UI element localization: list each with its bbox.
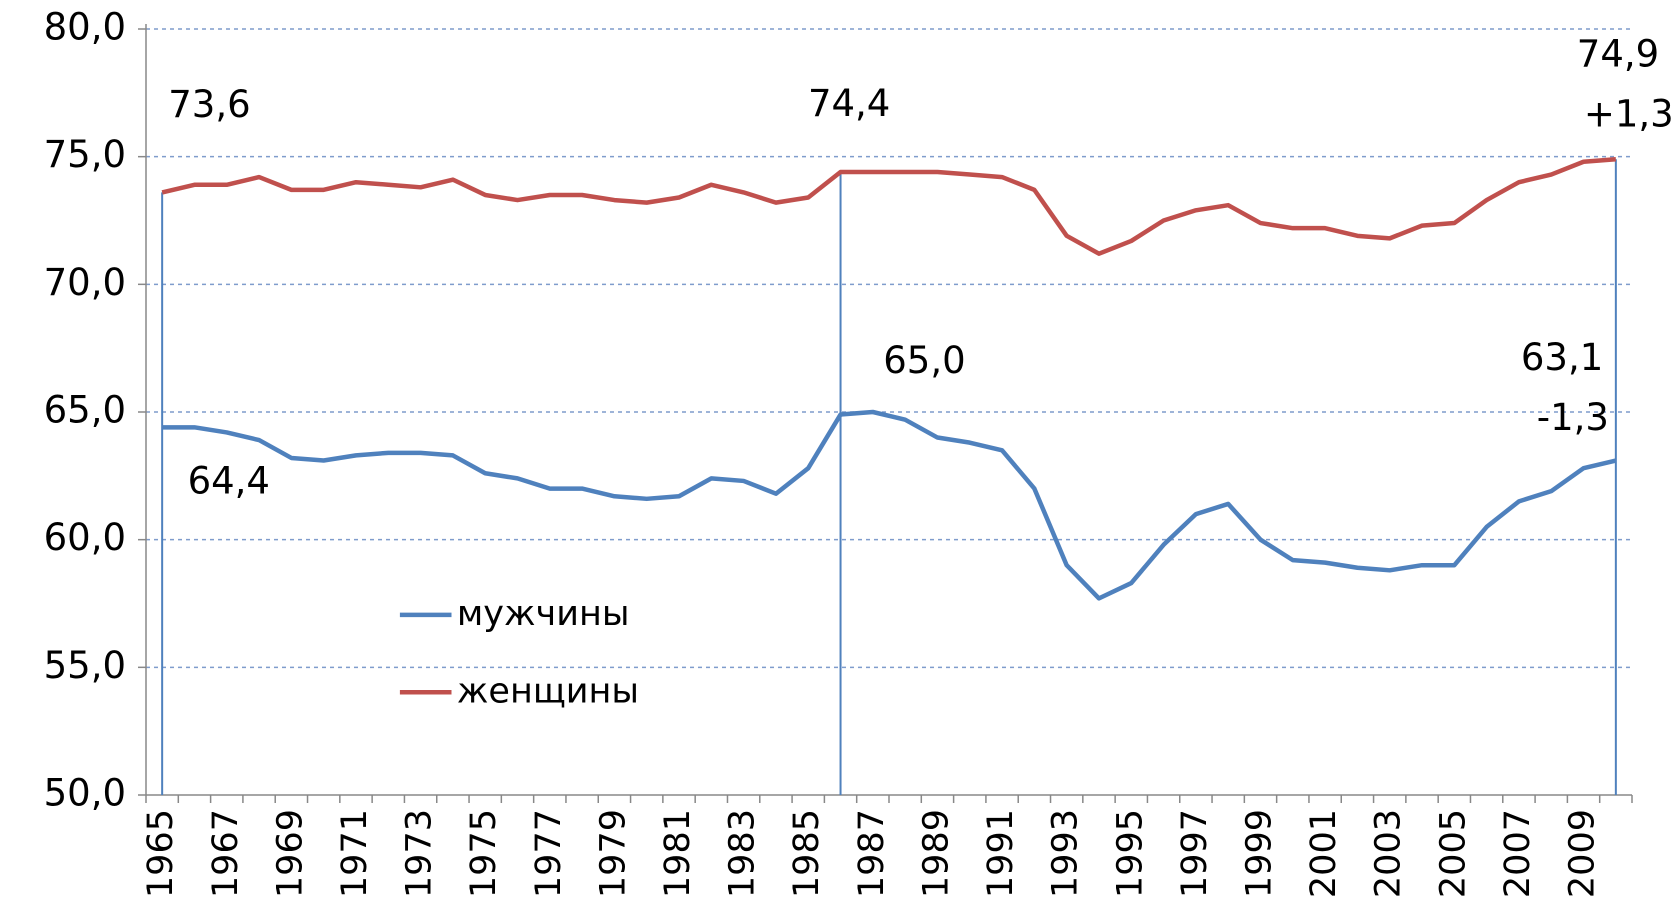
y-tick-label: 75,0 (44, 133, 126, 176)
x-tick-label: 1969 (270, 809, 310, 898)
series-line (161, 156, 1617, 256)
y-tick-label: 65,0 (44, 389, 126, 432)
x-tick-label: 1965 (141, 809, 181, 898)
x-tick-label: 1983 (723, 809, 763, 898)
x-tick-label: 1989 (916, 809, 956, 898)
legend-label: мужчины (457, 594, 630, 634)
annotation: +1,3 (1584, 93, 1674, 136)
y-tick-label: 70,0 (44, 261, 126, 304)
data-label: 73,6 (168, 83, 250, 126)
data-label: 74,4 (808, 82, 890, 125)
x-tick-label: 1991 (981, 809, 1021, 898)
x-tick-label: 1987 (852, 809, 892, 898)
x-tick-label: 1979 (593, 809, 633, 898)
x-tick-label: 2007 (1498, 809, 1538, 898)
x-tick-label: 2001 (1304, 809, 1344, 898)
y-tick-label: 60,0 (44, 516, 126, 559)
y-tick-label: 55,0 (44, 644, 126, 687)
x-tick-label: 2005 (1433, 809, 1473, 898)
x-tick-label: 1995 (1110, 809, 1150, 898)
x-tick-label: 1993 (1046, 809, 1086, 898)
legend-label: женщины (457, 671, 639, 711)
y-tick-label: 50,0 (44, 772, 126, 815)
x-tick-label: 1975 (464, 809, 504, 898)
x-tick-label: 1997 (1175, 809, 1215, 898)
data-label: 74,9 (1577, 33, 1659, 76)
x-tick-label: 1973 (400, 809, 440, 898)
x-tick-label: 1985 (787, 809, 827, 898)
y-tick-label: 80,0 (44, 6, 126, 49)
x-tick-label: 1971 (335, 809, 375, 898)
series-line (162, 409, 1617, 601)
data-label: 64,4 (188, 460, 270, 503)
x-tick-label: 1967 (206, 809, 246, 898)
data-label: 63,1 (1521, 336, 1603, 379)
annotation: -1,3 (1537, 396, 1609, 439)
x-tick-label: 1999 (1240, 809, 1280, 898)
x-tick-label: 2003 (1369, 809, 1409, 898)
x-tick-label: 1977 (529, 809, 569, 898)
x-tick-label: 1981 (658, 809, 698, 898)
x-tick-label: 2009 (1563, 809, 1603, 898)
data-label: 65,0 (883, 339, 965, 382)
